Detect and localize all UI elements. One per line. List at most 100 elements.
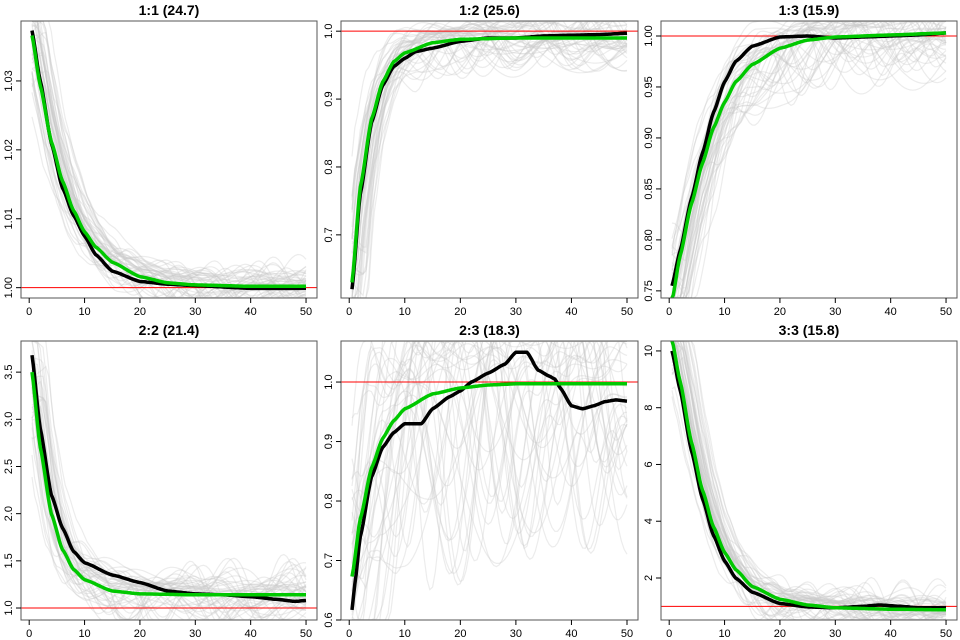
x-tick-label: 30 bbox=[829, 628, 841, 640]
background-trace bbox=[672, 21, 947, 298]
background-trace bbox=[671, 21, 946, 272]
background-trace bbox=[32, 21, 307, 298]
panel-2: 1:2 (25.6) 0 10 20 30 40 50 0.7 0.8 0.9 1.0 bbox=[323, 2, 639, 318]
plot-frame bbox=[660, 20, 958, 299]
background-trace bbox=[351, 29, 628, 248]
panel-3: 1:3 (15.9) 0 10 20 30 40 50 0.75 0.80 0.85 0.90 0.9… bbox=[643, 2, 958, 318]
background-trace bbox=[31, 407, 307, 612]
background-trace bbox=[31, 454, 307, 607]
background-trace bbox=[351, 341, 628, 583]
background-trace bbox=[31, 416, 307, 620]
background-trace bbox=[32, 21, 307, 298]
background-trace bbox=[32, 21, 307, 298]
background-trace bbox=[672, 341, 947, 620]
panel-6: 3:3 (15.8) 0 10 20 30 40 50 2 4 6 8 10 bbox=[643, 322, 958, 640]
background-trace bbox=[32, 341, 307, 609]
background-trace bbox=[31, 30, 307, 298]
background-trace bbox=[31, 37, 306, 298]
background-trace bbox=[351, 28, 628, 198]
x-tick-label: 50 bbox=[621, 628, 633, 640]
y-tick-label: 1.0 bbox=[323, 374, 335, 389]
observed-line bbox=[30, 354, 307, 604]
background-trace bbox=[672, 341, 947, 620]
background-trace bbox=[671, 364, 947, 620]
background-trace bbox=[31, 369, 307, 617]
background-trace bbox=[672, 21, 947, 298]
background-trace bbox=[671, 21, 947, 262]
background-trace bbox=[671, 353, 946, 620]
panel-5: 2:3 (18.3) 0 10 20 30 40 50 0.6 0.7 0.8 0.9 1.0 bbox=[323, 322, 639, 640]
observed-line bbox=[670, 350, 947, 610]
background-trace bbox=[672, 341, 947, 620]
x-tick-label: 10 bbox=[718, 306, 730, 318]
y-tick-label: 0.8 bbox=[323, 493, 335, 508]
background-trace bbox=[31, 45, 306, 298]
background-trace bbox=[31, 22, 307, 298]
y-tick-label: 1.00 bbox=[643, 25, 655, 46]
background-trace bbox=[671, 21, 947, 298]
background-trace bbox=[351, 341, 628, 549]
background-trace bbox=[352, 29, 628, 298]
panel-4: 2:2 (21.4) 0 10 20 30 40 50 1.0 1.5 2.0 2.5 3.0 3.5 bbox=[3, 322, 318, 640]
background-trace bbox=[672, 21, 947, 298]
background-trace bbox=[351, 341, 628, 557]
x-tick-label: 0 bbox=[346, 306, 352, 318]
background-trace bbox=[672, 341, 947, 620]
x-tick-label: 50 bbox=[300, 306, 312, 318]
y-tick-label: 6 bbox=[643, 461, 655, 467]
background-trace bbox=[352, 341, 627, 620]
x-tick-label: 0 bbox=[26, 628, 32, 640]
background-trace bbox=[351, 341, 628, 611]
background-trace bbox=[31, 363, 307, 620]
background-trace bbox=[671, 345, 947, 620]
x-tick-label: 20 bbox=[774, 306, 786, 318]
background-trace bbox=[351, 21, 628, 210]
background-trace bbox=[32, 21, 307, 298]
background-trace bbox=[671, 21, 947, 254]
x-tick-label: 30 bbox=[189, 628, 201, 640]
background-trace bbox=[31, 40, 307, 298]
y-tick-label: 0.6 bbox=[323, 612, 335, 627]
background-trace bbox=[31, 375, 307, 613]
x-tick-label: 40 bbox=[245, 628, 257, 640]
background-trace bbox=[351, 341, 628, 575]
background-trace bbox=[31, 386, 307, 612]
x-tick-label: 30 bbox=[510, 306, 522, 318]
x-tick-label: 50 bbox=[621, 306, 633, 318]
background-trace bbox=[31, 71, 306, 298]
y-tick-label: 0.9 bbox=[323, 434, 335, 449]
x-tick-label: 30 bbox=[829, 306, 841, 318]
background-trace bbox=[351, 341, 628, 616]
y-tick-label: 0.9 bbox=[323, 91, 335, 106]
plot-area bbox=[341, 341, 638, 620]
background-trace bbox=[351, 21, 628, 298]
x-tick-label: 40 bbox=[885, 306, 897, 318]
background-trace bbox=[31, 66, 307, 298]
background-trace bbox=[672, 341, 947, 620]
background-trace bbox=[672, 21, 946, 298]
background-trace bbox=[672, 21, 946, 298]
background-trace bbox=[31, 341, 307, 618]
background-trace bbox=[31, 23, 307, 297]
background-trace bbox=[351, 341, 627, 620]
background-trace bbox=[351, 341, 628, 601]
plot-frame bbox=[340, 20, 639, 299]
background-trace bbox=[31, 387, 307, 614]
background-trace bbox=[351, 26, 628, 245]
panel-title: 3:3 (15.8) bbox=[779, 322, 840, 338]
background-trace bbox=[671, 341, 947, 620]
x-tick-label: 0 bbox=[26, 306, 32, 318]
background-trace bbox=[351, 341, 627, 568]
x-tick-label: 20 bbox=[134, 628, 146, 640]
y-tick-label: 1.02 bbox=[3, 139, 15, 160]
background-trace bbox=[351, 21, 628, 157]
background-trace bbox=[351, 341, 628, 545]
background-trace bbox=[351, 341, 628, 549]
y-tick-label: 0.90 bbox=[643, 127, 655, 148]
background-trace bbox=[31, 23, 307, 298]
background-trace bbox=[352, 341, 628, 620]
background-trace bbox=[352, 21, 628, 298]
plot-frame bbox=[660, 340, 958, 621]
background-trace bbox=[32, 21, 307, 298]
x-tick-label: 40 bbox=[565, 306, 577, 318]
